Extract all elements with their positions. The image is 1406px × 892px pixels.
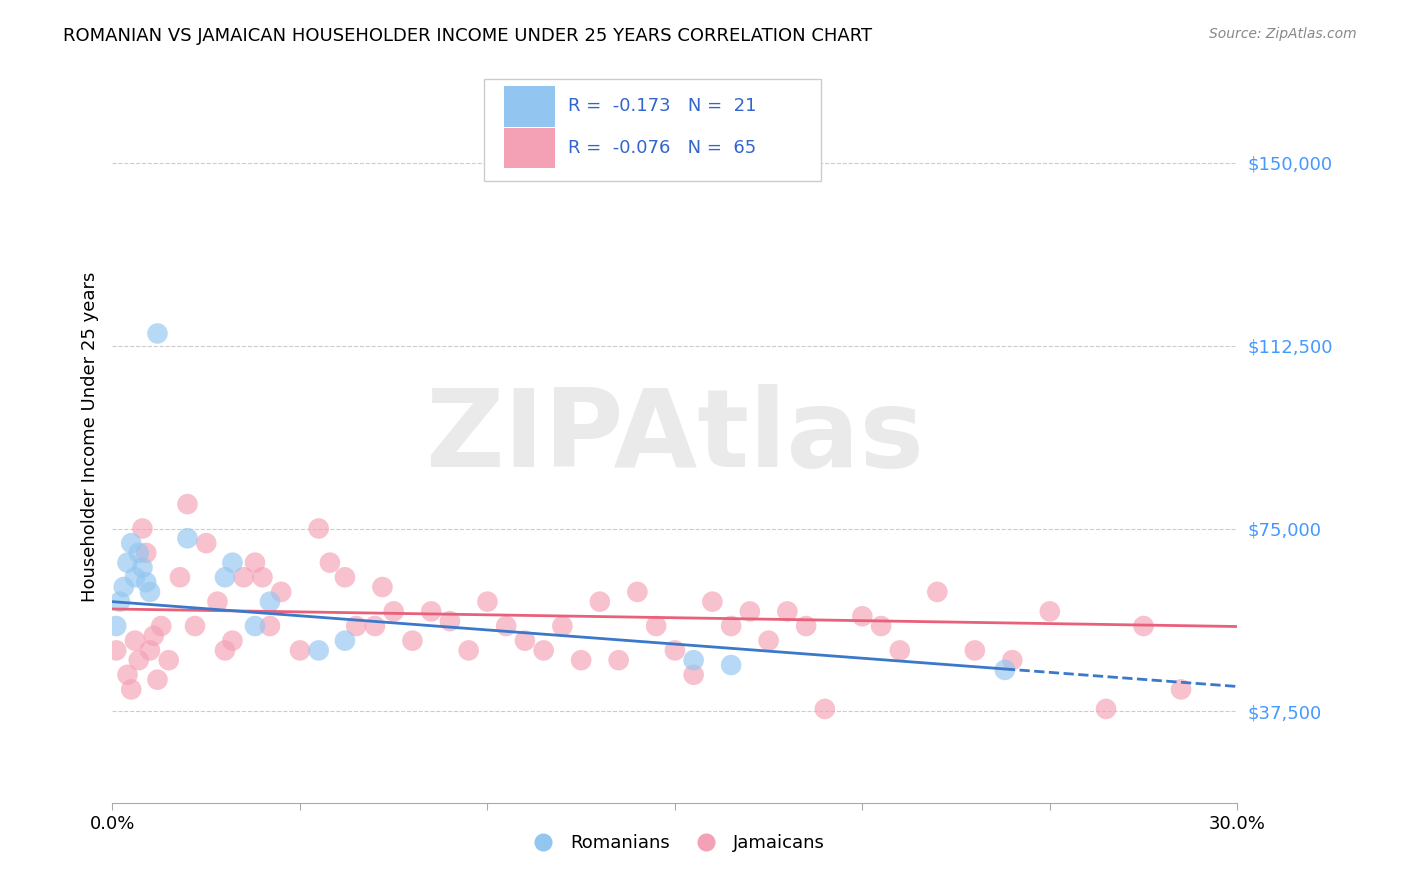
Point bbox=[870, 619, 893, 633]
Point bbox=[124, 570, 146, 584]
Point bbox=[682, 667, 704, 681]
Point bbox=[308, 521, 330, 535]
Point bbox=[259, 594, 281, 608]
Point bbox=[927, 585, 949, 599]
Point bbox=[333, 570, 356, 584]
Point bbox=[232, 570, 254, 584]
Point bbox=[221, 633, 243, 648]
Point bbox=[344, 619, 367, 633]
Point bbox=[184, 619, 207, 633]
Point bbox=[142, 629, 165, 643]
Point bbox=[1132, 619, 1154, 633]
Point bbox=[128, 653, 150, 667]
Point bbox=[252, 570, 274, 584]
Point bbox=[135, 575, 157, 590]
Point bbox=[117, 667, 139, 681]
Bar bbox=[503, 87, 554, 127]
Point bbox=[117, 556, 139, 570]
Point bbox=[420, 604, 443, 618]
Point bbox=[288, 643, 311, 657]
Point bbox=[120, 682, 142, 697]
Point bbox=[776, 604, 799, 618]
Point bbox=[157, 653, 180, 667]
Point bbox=[963, 643, 986, 657]
Point bbox=[108, 594, 131, 608]
Point bbox=[589, 594, 612, 608]
Point bbox=[626, 585, 648, 599]
Point bbox=[401, 633, 423, 648]
Text: ZIPAtlas: ZIPAtlas bbox=[426, 384, 924, 490]
Point bbox=[169, 570, 191, 584]
Point bbox=[1095, 702, 1118, 716]
Point bbox=[128, 546, 150, 560]
Point bbox=[146, 673, 169, 687]
Bar bbox=[503, 128, 554, 169]
Point bbox=[333, 633, 356, 648]
Point bbox=[645, 619, 668, 633]
Point bbox=[533, 643, 555, 657]
Point bbox=[112, 580, 135, 594]
Point bbox=[214, 643, 236, 657]
Point bbox=[105, 619, 128, 633]
Point bbox=[439, 614, 461, 628]
Point bbox=[371, 580, 394, 594]
Legend: Romanians, Jamaicans: Romanians, Jamaicans bbox=[517, 827, 832, 860]
Text: Source: ZipAtlas.com: Source: ZipAtlas.com bbox=[1209, 27, 1357, 41]
Point bbox=[319, 556, 342, 570]
Point bbox=[364, 619, 387, 633]
Point bbox=[1170, 682, 1192, 697]
Point bbox=[851, 609, 873, 624]
Point bbox=[308, 643, 330, 657]
Point bbox=[131, 560, 153, 574]
Point bbox=[139, 585, 162, 599]
Point bbox=[259, 619, 281, 633]
Point bbox=[146, 326, 169, 341]
Point bbox=[720, 619, 742, 633]
Point bbox=[131, 521, 153, 535]
Y-axis label: Householder Income Under 25 years: Householder Income Under 25 years bbox=[80, 272, 98, 602]
Point bbox=[495, 619, 517, 633]
Point bbox=[758, 633, 780, 648]
Point bbox=[243, 556, 266, 570]
Point bbox=[720, 658, 742, 673]
Point bbox=[457, 643, 479, 657]
Point bbox=[738, 604, 761, 618]
Point bbox=[702, 594, 724, 608]
Point bbox=[270, 585, 292, 599]
Point bbox=[150, 619, 173, 633]
Point bbox=[195, 536, 218, 550]
Point bbox=[1001, 653, 1024, 667]
Point bbox=[124, 633, 146, 648]
Point bbox=[176, 497, 198, 511]
Point bbox=[569, 653, 592, 667]
Point bbox=[139, 643, 162, 657]
Point bbox=[207, 594, 229, 608]
Point bbox=[889, 643, 911, 657]
Point bbox=[120, 536, 142, 550]
Point bbox=[214, 570, 236, 584]
Point bbox=[814, 702, 837, 716]
Point bbox=[607, 653, 630, 667]
Point bbox=[243, 619, 266, 633]
Point bbox=[664, 643, 686, 657]
Point bbox=[513, 633, 536, 648]
Point bbox=[794, 619, 817, 633]
Point bbox=[551, 619, 574, 633]
Point bbox=[382, 604, 405, 618]
Point bbox=[994, 663, 1017, 677]
Point bbox=[477, 594, 499, 608]
Text: R =  -0.076   N =  65: R = -0.076 N = 65 bbox=[568, 139, 756, 157]
Point bbox=[682, 653, 704, 667]
Point bbox=[135, 546, 157, 560]
Point bbox=[176, 531, 198, 545]
Point bbox=[221, 556, 243, 570]
Text: ROMANIAN VS JAMAICAN HOUSEHOLDER INCOME UNDER 25 YEARS CORRELATION CHART: ROMANIAN VS JAMAICAN HOUSEHOLDER INCOME … bbox=[63, 27, 872, 45]
Text: R =  -0.173   N =  21: R = -0.173 N = 21 bbox=[568, 97, 756, 115]
Point bbox=[105, 643, 128, 657]
FancyBboxPatch shape bbox=[484, 78, 821, 181]
Point bbox=[1039, 604, 1062, 618]
